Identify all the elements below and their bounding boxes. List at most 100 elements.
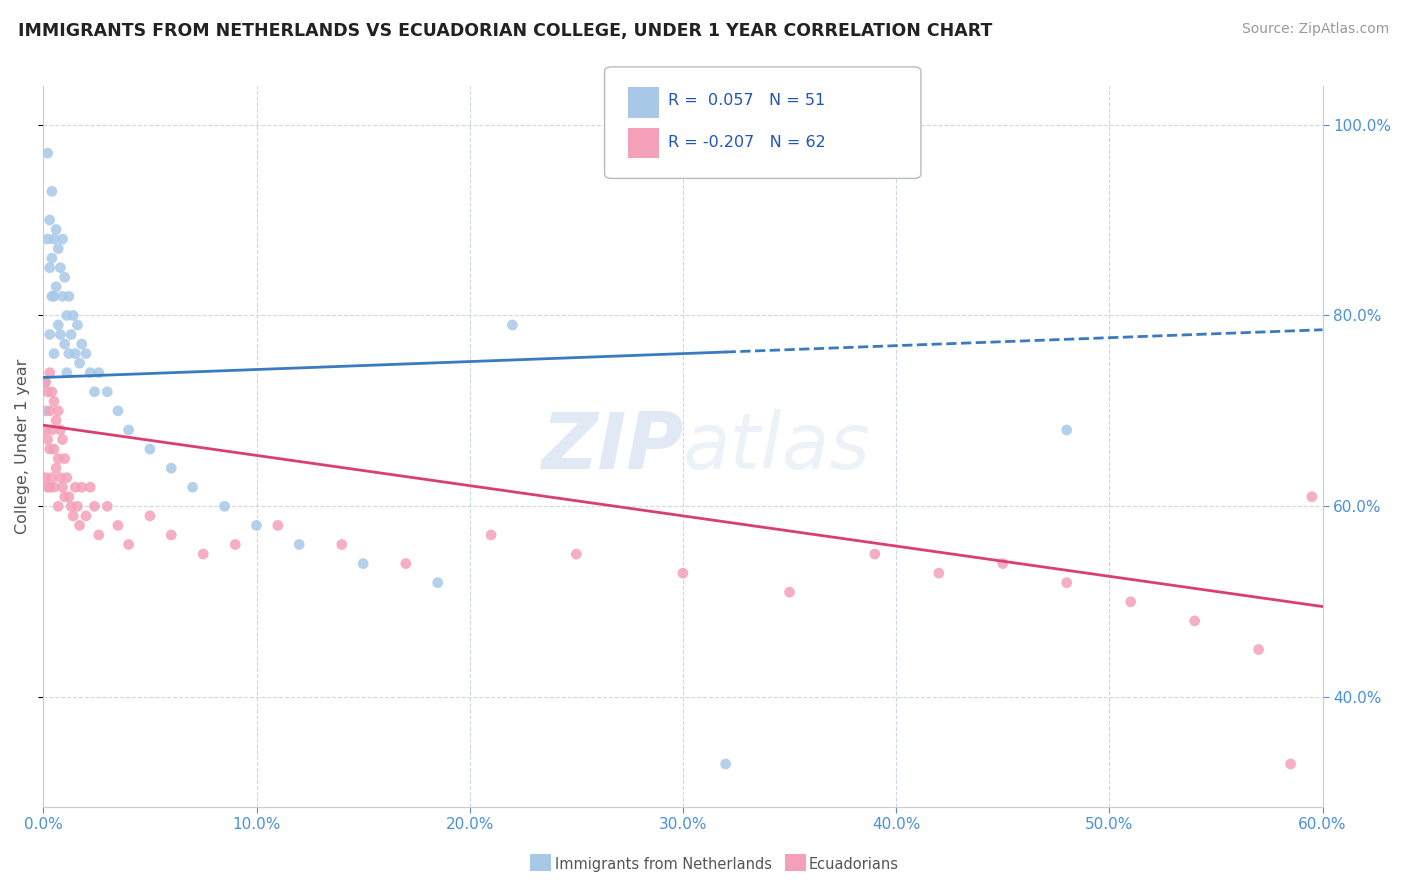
Point	[288, 537, 311, 551]
Point	[65, 480, 87, 494]
Point	[160, 528, 183, 542]
Point	[37, 232, 59, 246]
Point	[1301, 490, 1323, 504]
Point	[38, 442, 60, 456]
Point	[224, 537, 246, 551]
Point	[79, 366, 101, 380]
Point	[42, 442, 65, 456]
Point	[38, 480, 60, 494]
Point	[66, 500, 89, 514]
Point	[41, 423, 63, 437]
Point	[51, 289, 73, 303]
Point	[1247, 642, 1270, 657]
Point	[34, 423, 56, 437]
Point	[34, 471, 56, 485]
Point	[38, 213, 60, 227]
Text: R =  0.057   N = 51: R = 0.057 N = 51	[668, 94, 825, 108]
Point	[51, 232, 73, 246]
Point	[65, 346, 87, 360]
Point	[41, 251, 63, 265]
Point	[714, 757, 737, 772]
Point	[51, 480, 73, 494]
Point	[1184, 614, 1206, 628]
Point	[107, 404, 129, 418]
Point	[139, 508, 162, 523]
Text: Source: ZipAtlas.com: Source: ZipAtlas.com	[1241, 22, 1389, 37]
Point	[60, 327, 83, 342]
Point	[1119, 595, 1142, 609]
Point	[62, 508, 84, 523]
Point	[51, 433, 73, 447]
Text: Immigrants from Netherlands: Immigrants from Netherlands	[555, 857, 772, 872]
Point	[83, 500, 105, 514]
Point	[991, 557, 1014, 571]
Point	[245, 518, 267, 533]
Point	[1056, 423, 1078, 437]
Point	[49, 471, 72, 485]
Point	[53, 451, 76, 466]
Point	[139, 442, 162, 456]
Point	[38, 260, 60, 275]
Point	[45, 280, 67, 294]
Point	[160, 461, 183, 475]
Point	[83, 384, 105, 399]
Point	[34, 376, 56, 390]
Point	[426, 575, 449, 590]
Point	[60, 500, 83, 514]
Point	[53, 490, 76, 504]
Point	[37, 480, 59, 494]
Point	[1056, 575, 1078, 590]
Point	[49, 260, 72, 275]
Point	[863, 547, 886, 561]
Point	[672, 566, 695, 581]
Point	[62, 309, 84, 323]
Point	[46, 318, 69, 332]
Point	[69, 518, 91, 533]
Point	[1279, 757, 1302, 772]
Point	[46, 242, 69, 256]
Point	[37, 433, 59, 447]
Point	[41, 289, 63, 303]
Y-axis label: College, Under 1 year: College, Under 1 year	[15, 359, 30, 534]
Point	[42, 232, 65, 246]
Point	[66, 318, 89, 332]
Point	[330, 537, 353, 551]
Point	[45, 461, 67, 475]
Point	[352, 557, 374, 571]
Text: Ecuadorians: Ecuadorians	[808, 857, 898, 872]
Point	[49, 423, 72, 437]
Point	[267, 518, 290, 533]
Point	[395, 557, 418, 571]
Point	[75, 346, 97, 360]
Point	[69, 356, 91, 370]
Point	[34, 376, 56, 390]
Point	[41, 185, 63, 199]
Text: ZIP: ZIP	[541, 409, 683, 484]
Point	[779, 585, 801, 599]
Point	[42, 394, 65, 409]
Point	[96, 384, 118, 399]
Point	[58, 490, 80, 504]
Point	[56, 366, 79, 380]
Point	[79, 480, 101, 494]
Point	[501, 318, 523, 332]
Point	[479, 528, 502, 542]
Point	[42, 289, 65, 303]
Point	[53, 337, 76, 351]
Point	[42, 346, 65, 360]
Point	[87, 366, 110, 380]
Point	[565, 547, 588, 561]
Point	[45, 222, 67, 236]
Point	[37, 146, 59, 161]
Point	[96, 500, 118, 514]
Point	[34, 404, 56, 418]
Point	[46, 451, 69, 466]
Text: IMMIGRANTS FROM NETHERLANDS VS ECUADORIAN COLLEGE, UNDER 1 YEAR CORRELATION CHAR: IMMIGRANTS FROM NETHERLANDS VS ECUADORIA…	[18, 22, 993, 40]
Point	[70, 480, 93, 494]
Point	[107, 518, 129, 533]
Point	[193, 547, 215, 561]
Point	[41, 471, 63, 485]
Point	[42, 480, 65, 494]
Point	[46, 404, 69, 418]
Point	[38, 327, 60, 342]
